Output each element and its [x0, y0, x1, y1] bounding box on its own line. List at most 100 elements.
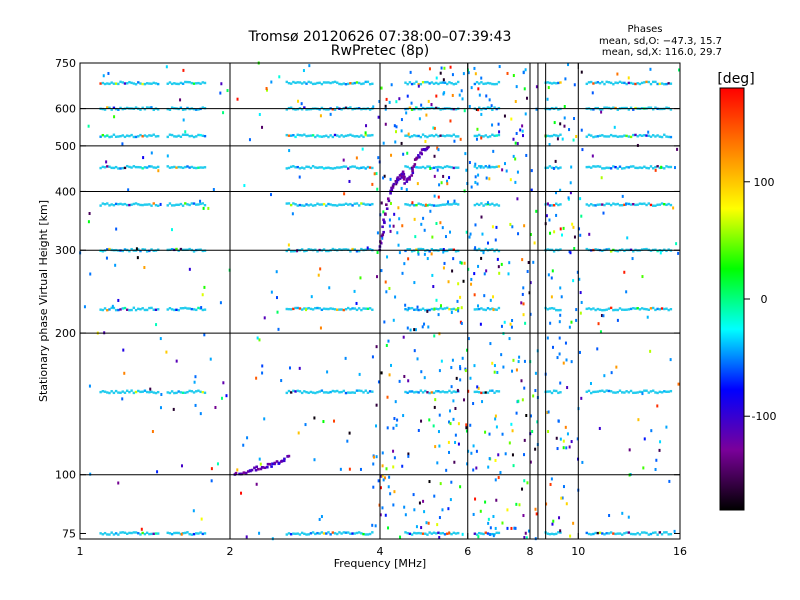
- echo-point: [443, 81, 447, 84]
- echo-point: [555, 165, 558, 169]
- echo-point: [199, 202, 202, 206]
- echo-point: [134, 202, 138, 205]
- echo-point: [649, 390, 653, 393]
- echo-point: [186, 531, 189, 534]
- noise-point: [480, 112, 483, 116]
- noise-point: [522, 313, 525, 317]
- echo-point: [601, 203, 604, 206]
- noise-point: [503, 320, 506, 324]
- echo-point: [665, 390, 668, 393]
- noise-point: [401, 464, 404, 468]
- echo-point: [340, 308, 343, 311]
- echo-point: [669, 203, 673, 207]
- echo-point: [329, 307, 332, 310]
- noise-point: [433, 154, 436, 158]
- echo-point: [139, 108, 142, 111]
- noise-point: [287, 243, 290, 247]
- echo-point: [318, 108, 321, 111]
- noise-point: [672, 206, 675, 210]
- echo-point: [557, 391, 560, 395]
- echo-point: [594, 204, 597, 207]
- noise-point: [405, 188, 408, 192]
- noise-point: [447, 440, 450, 444]
- noise-point: [487, 521, 490, 525]
- echo-point: [643, 134, 646, 137]
- noise-point: [610, 371, 613, 375]
- echo-point: [603, 390, 606, 394]
- noise-point: [372, 105, 375, 109]
- echo-point: [660, 391, 664, 394]
- echo-point: [634, 203, 637, 207]
- echo-point: [629, 203, 633, 206]
- echo-point: [143, 82, 147, 86]
- echo-point: [154, 135, 158, 138]
- echo-point: [173, 204, 176, 207]
- trace-point: [395, 180, 399, 184]
- echo-point: [362, 391, 365, 394]
- echo-point: [355, 134, 359, 138]
- noise-point: [575, 318, 578, 322]
- echo-point: [362, 135, 365, 139]
- noise-point: [375, 455, 378, 459]
- echo-point: [106, 165, 109, 168]
- noise-point: [558, 320, 561, 324]
- echo-point: [484, 531, 487, 534]
- echo-point: [349, 106, 352, 109]
- echo-point: [488, 135, 492, 138]
- echo-point: [658, 166, 662, 170]
- noise-point: [389, 201, 392, 205]
- echo-point: [305, 203, 308, 206]
- echo-point: [311, 134, 315, 137]
- echo-point: [669, 82, 673, 85]
- noise-point: [523, 87, 526, 91]
- noise-point: [508, 261, 511, 265]
- noise-point: [280, 379, 283, 383]
- echo-point: [114, 82, 118, 85]
- noise-point: [381, 464, 384, 468]
- noise-point: [387, 526, 390, 530]
- echo-point: [667, 390, 670, 393]
- noise-point: [165, 350, 168, 354]
- noise-point: [495, 225, 498, 229]
- phases-legend-heading: Phases: [627, 24, 662, 35]
- noise-point: [375, 403, 378, 407]
- echo-point: [201, 106, 205, 109]
- echo-point: [598, 165, 602, 168]
- echo-point: [300, 108, 304, 111]
- echo-point: [421, 203, 425, 207]
- echo-point: [360, 134, 363, 137]
- noise-point: [535, 107, 538, 111]
- echo-point: [625, 134, 628, 138]
- echo-point: [101, 250, 105, 253]
- echo-point: [627, 135, 631, 138]
- echo-point: [623, 532, 626, 535]
- noise-point: [546, 411, 549, 415]
- echo-point: [417, 166, 420, 169]
- echo-point: [645, 308, 648, 311]
- echo-point: [413, 308, 416, 311]
- echo-point: [121, 531, 124, 534]
- echo-point: [329, 390, 332, 394]
- echo-point: [404, 165, 407, 168]
- echo-point: [594, 308, 597, 312]
- noise-point: [266, 88, 269, 92]
- echo-point: [552, 81, 556, 85]
- echo-point: [546, 134, 549, 138]
- echo-point: [559, 308, 562, 312]
- echo-point: [148, 106, 151, 109]
- echo-point: [634, 133, 637, 137]
- echo-point: [555, 308, 558, 312]
- echo-point: [491, 389, 494, 392]
- noise-point: [433, 405, 436, 409]
- y-tick-label: 100: [55, 469, 76, 482]
- noise-point: [432, 424, 435, 428]
- noise-point: [160, 392, 163, 396]
- echo-point: [329, 203, 332, 206]
- echo-point: [419, 247, 423, 251]
- echo-point: [294, 306, 297, 310]
- noise-point: [575, 134, 578, 138]
- noise-point: [448, 420, 451, 424]
- echo-point: [371, 166, 374, 170]
- noise-point: [552, 519, 555, 523]
- echo-point: [658, 135, 662, 138]
